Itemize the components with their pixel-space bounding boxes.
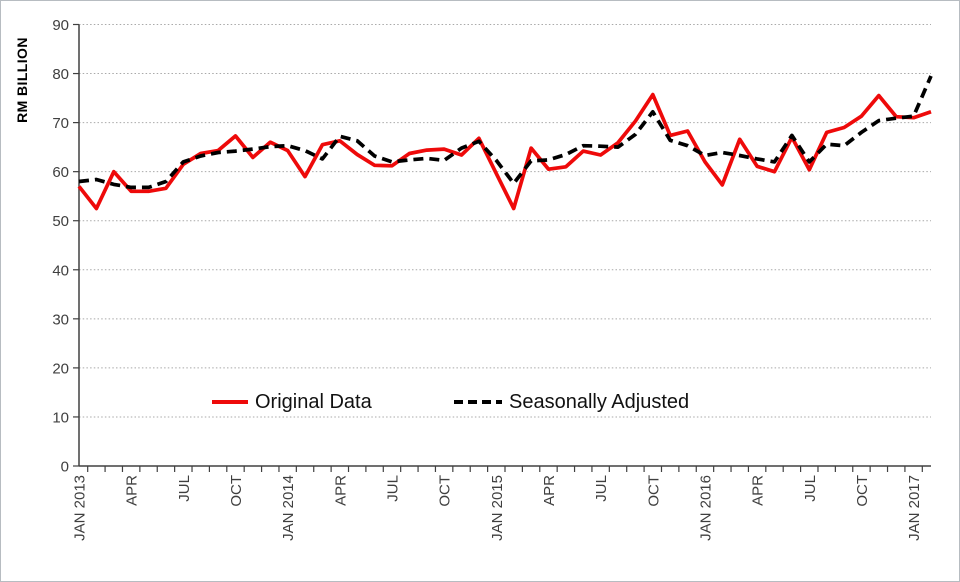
y-tick-label: 30 — [52, 311, 69, 328]
y-tick-label: 70 — [52, 115, 69, 132]
gridlines — [79, 24, 931, 418]
y-tick-label: 10 — [52, 409, 69, 426]
x-tick-label: JAN 2013 — [72, 475, 89, 541]
x-tick-label: JUL — [593, 475, 610, 502]
x-tick-label: JAN 2015 — [489, 475, 506, 541]
y-tick-label: 20 — [52, 360, 69, 377]
x-tick-label: JAN 2017 — [906, 475, 923, 541]
y-axis-title: RM BILLION — [14, 37, 30, 123]
y-axis-ticks: 0 10 20 30 40 50 60 70 80 90 — [52, 17, 79, 476]
y-tick-label: 40 — [52, 262, 69, 279]
x-tick-label: OCT — [228, 475, 245, 507]
x-tick-label: APR — [541, 475, 558, 506]
y-tick-label: 60 — [52, 164, 69, 181]
x-tick-label: JUL — [384, 475, 401, 502]
x-axis-ticks: JAN 2013 APR JUL OCT JAN 2014 APR JUL OCT JAN 20… — [72, 466, 923, 541]
x-tick-label: JAN 2014 — [280, 475, 297, 541]
y-tick-label: 80 — [52, 66, 69, 83]
seasonally-adjusted-line — [78, 75, 933, 190]
x-tick-label: OCT — [854, 475, 871, 507]
original-data-line — [77, 92, 932, 211]
x-tick-label: APR — [750, 475, 767, 506]
x-tick-label: APR — [332, 475, 349, 506]
x-tick-label: JUL — [176, 475, 193, 502]
x-tick-label: OCT — [645, 475, 662, 507]
x-tick-label: JAN 2016 — [697, 475, 714, 541]
y-tick-label: 0 — [61, 459, 69, 476]
x-tick-label: APR — [124, 475, 141, 506]
y-tick-label: 90 — [52, 17, 69, 34]
y-tick-label: 50 — [52, 213, 69, 230]
x-tick-label: OCT — [437, 475, 454, 507]
x-tick-label: JUL — [802, 475, 819, 502]
